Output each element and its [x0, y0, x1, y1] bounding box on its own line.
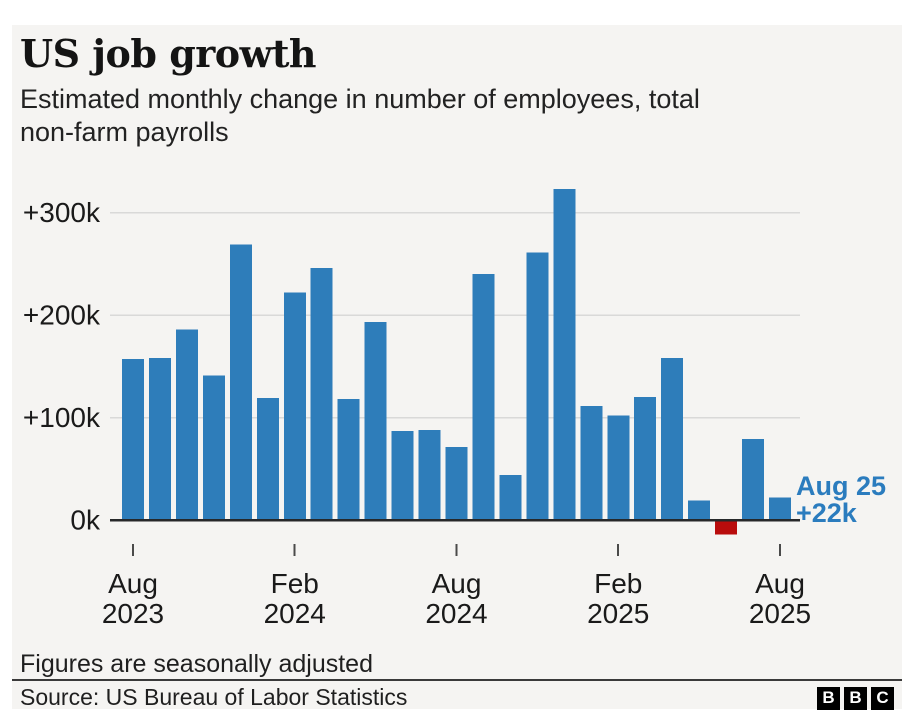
x-axis-label-month: Aug [108, 568, 158, 599]
x-axis-label-year: 2025 [749, 598, 811, 629]
annotation-line1: Aug 25 [796, 471, 887, 501]
bar [580, 406, 603, 520]
bar [175, 329, 198, 520]
bar [391, 430, 414, 520]
annotation-line2: +22k [796, 498, 857, 528]
bar [283, 292, 306, 520]
chart-subtitle-line2: non-farm payrolls [20, 117, 229, 147]
source-row: Source: US Bureau of Labor Statistics B … [12, 683, 902, 710]
bar [526, 252, 549, 520]
x-axis-label-year: 2025 [587, 598, 649, 629]
x-axis-label-month: Aug [432, 568, 482, 599]
x-axis-label-month: Feb [594, 568, 642, 599]
page-title: US job growth [20, 31, 317, 76]
bar-negative [715, 521, 738, 535]
y-axis-label: +100k [23, 402, 101, 433]
chart-subtitle: Estimated monthly change in number of em… [20, 83, 700, 149]
bar [364, 322, 387, 520]
bar [122, 359, 144, 520]
bar [769, 497, 791, 520]
y-axis-label: 0k [70, 505, 101, 536]
chart-card: US job growth Estimated monthly change i… [12, 25, 902, 710]
bar [418, 429, 441, 520]
footnote: Figures are seasonally adjusted [20, 650, 373, 678]
bbc-logo: B B C [817, 686, 894, 710]
x-axis-label-year: 2023 [102, 598, 164, 629]
source-divider [12, 679, 902, 681]
annotation-label: Aug 25 +22k [796, 473, 886, 527]
bar [256, 398, 279, 520]
x-axis-label-year: 2024 [264, 598, 326, 629]
bar [229, 244, 252, 520]
bar [661, 358, 684, 520]
x-axis-label-month: Aug [755, 568, 805, 599]
bar [445, 447, 468, 520]
x-axis-label-year: 2024 [425, 598, 487, 629]
bar [472, 274, 495, 520]
x-axis-label-month: Feb [271, 568, 319, 599]
bar [607, 415, 630, 520]
bar [742, 439, 765, 520]
bbc-logo-block-1: B [817, 686, 840, 710]
bbc-logo-block-3: C [871, 686, 894, 710]
bar [202, 375, 225, 520]
bar [148, 358, 171, 520]
y-axis-label: +300k [23, 197, 101, 228]
bar [634, 397, 657, 520]
bbc-logo-block-2: B [844, 686, 867, 710]
bar [688, 500, 711, 520]
chart-subtitle-line1: Estimated monthly change in number of em… [20, 84, 700, 114]
bar [553, 188, 576, 520]
bar-chart-canvas: +300k+200k+100k0kAug2023Feb2024Aug2024Fe… [23, 188, 811, 629]
bar [499, 474, 522, 520]
source-label: Source: US Bureau of Labor Statistics [20, 683, 408, 710]
bar [337, 399, 360, 520]
y-axis-label: +200k [23, 300, 101, 331]
bar [310, 267, 333, 520]
